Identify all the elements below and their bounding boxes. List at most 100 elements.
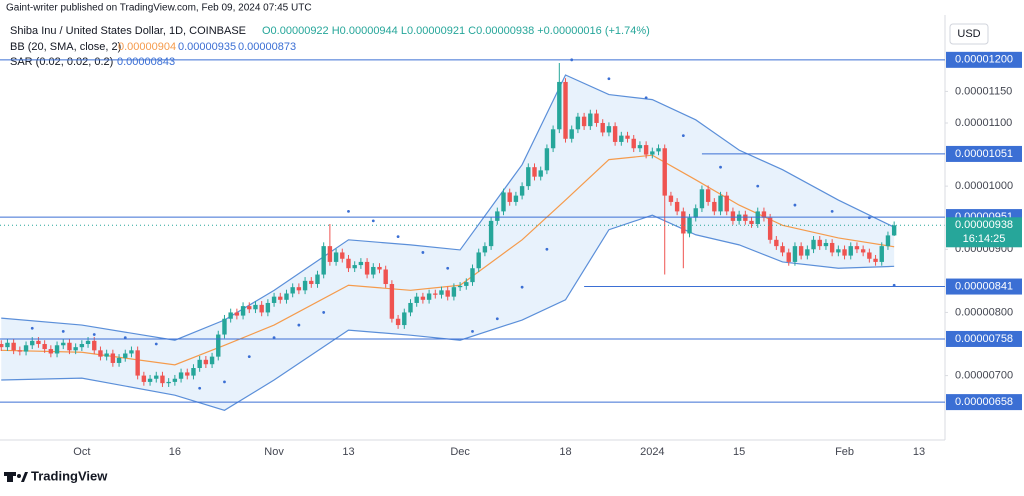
bb-upper-value: 0.00000935 (178, 41, 236, 53)
candle-body (581, 116, 587, 127)
candle-body (699, 189, 705, 209)
candle-body (11, 342, 16, 351)
y-tick-label: 0.00001000 (955, 180, 1013, 192)
candle-body (377, 266, 382, 270)
currency[interactable]: USD (957, 28, 980, 40)
brand: TradingView (31, 468, 108, 483)
sar-legend: SAR (0.02, 0.02, 0.2) (10, 56, 113, 68)
candle-body (650, 151, 655, 155)
candle-body (402, 312, 407, 326)
sar-dot (644, 96, 648, 100)
candle-body (519, 186, 525, 196)
sar-dot (297, 323, 301, 327)
candle-body (5, 342, 10, 348)
candle-body (619, 135, 624, 142)
candle-body (786, 252, 791, 262)
candle-body (538, 170, 543, 177)
candle-body (718, 195, 723, 212)
candle-body (358, 261, 364, 266)
candle-body (606, 126, 612, 133)
y-tick-label: 0.00001150 (955, 85, 1012, 97)
sar-dot (421, 251, 425, 254)
candle-body (265, 302, 271, 313)
sar-dot (471, 329, 474, 333)
level-label: 0.00000841 (955, 280, 1013, 292)
countdown: 16:14:25 (963, 233, 1006, 245)
candle-body (420, 296, 426, 300)
bb-basis-value: 0.00000904 (118, 41, 176, 53)
sar-dot (30, 326, 34, 330)
candle-body (836, 249, 841, 253)
candle-body (792, 246, 798, 262)
sar-dot (495, 317, 499, 321)
candle-body (544, 148, 550, 171)
sar-dot (198, 386, 202, 390)
candle-body (674, 201, 680, 212)
candle-body (798, 246, 804, 256)
candle-body (724, 195, 729, 212)
candle-body (315, 274, 320, 285)
logo-mark (17, 474, 21, 478)
candle-body (98, 350, 103, 357)
candle-body (761, 211, 767, 218)
candle-body (867, 252, 872, 259)
candle-body (526, 167, 531, 187)
candle-body (681, 211, 686, 234)
currency-box[interactable] (949, 23, 989, 45)
candle-body (470, 268, 475, 283)
sar-dot (154, 342, 158, 346)
candle-body (656, 148, 661, 152)
sar-dot (272, 336, 276, 340)
candle-body (612, 126, 618, 142)
candle-body (290, 287, 295, 294)
candle-body (600, 122, 605, 133)
candle-body (85, 340, 91, 345)
candle-body (705, 189, 711, 202)
candle-body (129, 350, 134, 354)
sar-dot (681, 134, 685, 138)
candle-body (767, 217, 773, 240)
candle-body (848, 246, 853, 256)
level-label-box (946, 394, 1022, 411)
candle-body (476, 252, 481, 269)
x-tick-label: 13 (342, 446, 354, 458)
sar-dot (92, 333, 96, 336)
sar-dot (545, 247, 549, 251)
candle-body (160, 375, 165, 384)
candle-body (594, 113, 599, 123)
candle-body (439, 290, 444, 295)
candle-body (482, 246, 488, 253)
candle-body (488, 220, 494, 247)
candle-body (340, 252, 345, 259)
candle-body (780, 246, 785, 253)
candle-body (371, 266, 376, 275)
bb-basis (1, 154, 895, 366)
sar-dot (223, 380, 226, 384)
candle-body (23, 345, 29, 352)
sar-dot (719, 165, 722, 169)
level-label: 0.00001200 (955, 54, 1013, 66)
candle-body (885, 235, 891, 247)
sar-dot (247, 355, 251, 359)
candle-body (774, 239, 779, 247)
candle-body (240, 306, 246, 316)
candle-body (464, 282, 469, 286)
candle-body (104, 353, 109, 357)
candle-body (216, 334, 221, 357)
candle-body (426, 293, 432, 300)
y-tick-label: 0.00000700 (955, 369, 1013, 381)
candle-body (662, 148, 667, 196)
candle-body (30, 340, 35, 346)
candle-body (253, 304, 258, 310)
candle-body (687, 217, 692, 234)
candle-body (383, 269, 388, 285)
x-tick-label: Nov (264, 446, 284, 458)
candle-body (222, 318, 227, 335)
symbol-title: Shiba Inu / United States Dollar, 1D, CO… (10, 25, 246, 37)
candle-body (445, 290, 450, 297)
candle-body (625, 135, 630, 139)
candle-body (154, 375, 159, 379)
candle-body (116, 357, 122, 363)
candle-body (749, 220, 754, 225)
